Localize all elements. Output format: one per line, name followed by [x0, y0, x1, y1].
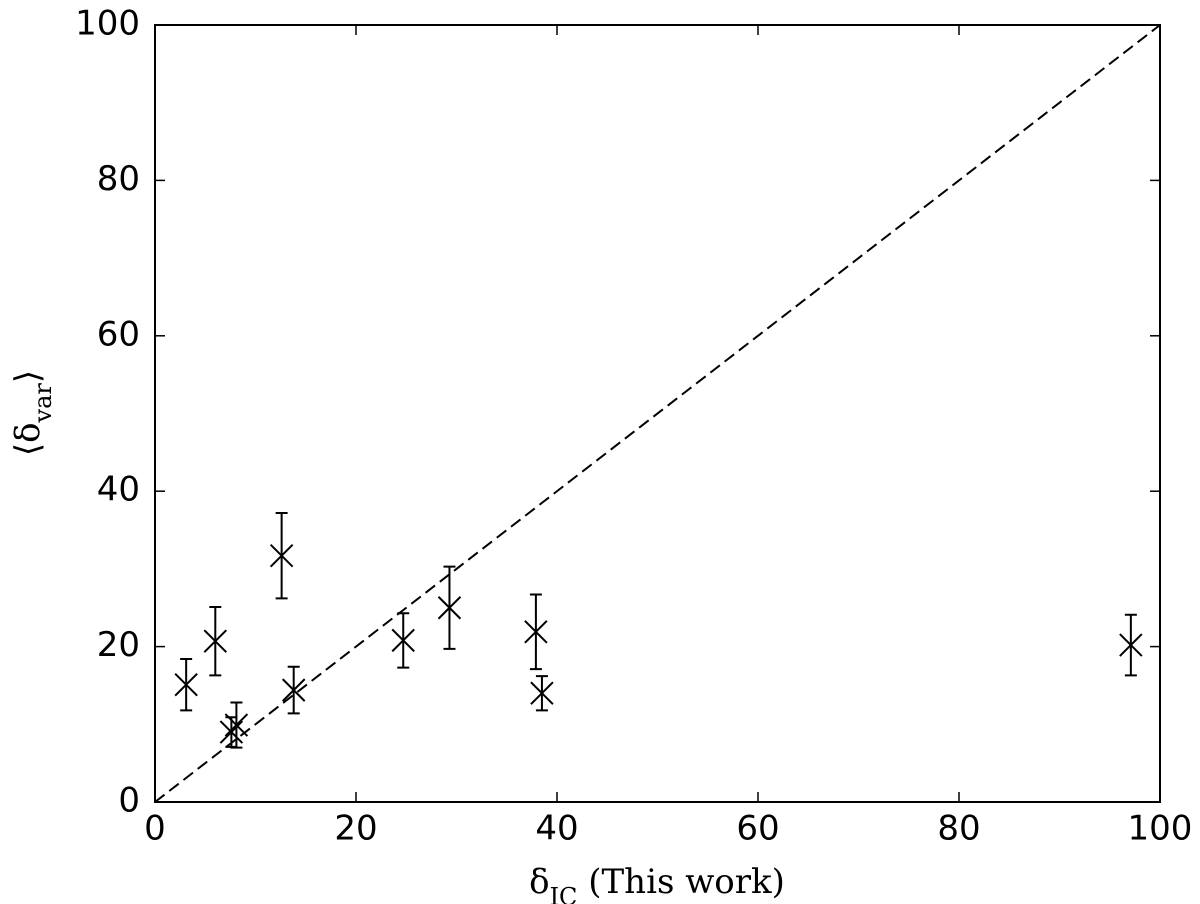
x-tick-label: 80 [937, 809, 980, 849]
ylabel-part: var [29, 383, 57, 424]
marker [1119, 633, 1143, 657]
x-tick-label: 20 [334, 809, 377, 849]
marker [174, 672, 198, 697]
x-tick-label: 100 [1128, 809, 1193, 849]
marker [281, 678, 306, 702]
ylabel-part: ⟨δ [8, 422, 48, 456]
x-tick-label: 0 [144, 809, 166, 849]
y-tick-label: 0 [118, 781, 140, 821]
y-tick-label: 40 [97, 470, 140, 510]
plot-frame [154, 24, 1161, 803]
y-axis-label: ⟨δvar⟩ [8, 370, 57, 456]
xlabel-part: IC [550, 883, 578, 904]
x-tick-label: 40 [535, 809, 578, 849]
x-axis-label: δIC (This work) [529, 862, 785, 904]
marker [524, 620, 548, 644]
y-tick-label: 60 [97, 314, 140, 354]
reference-line [154, 24, 1161, 803]
y-tick-label: 20 [97, 625, 140, 665]
marker [203, 629, 228, 653]
xlabel-part: δ [529, 862, 549, 902]
marker [219, 720, 244, 744]
marker [269, 543, 294, 568]
x-tick-label: 60 [736, 809, 779, 849]
marker [391, 628, 415, 653]
marker [437, 596, 462, 620]
y-tick-label: 100 [75, 4, 140, 44]
y-tick-label: 80 [97, 159, 140, 199]
marker [224, 713, 249, 737]
xlabel-part: (This work) [577, 862, 784, 902]
marker [530, 681, 554, 705]
ylabel-part: ⟩ [8, 370, 48, 383]
